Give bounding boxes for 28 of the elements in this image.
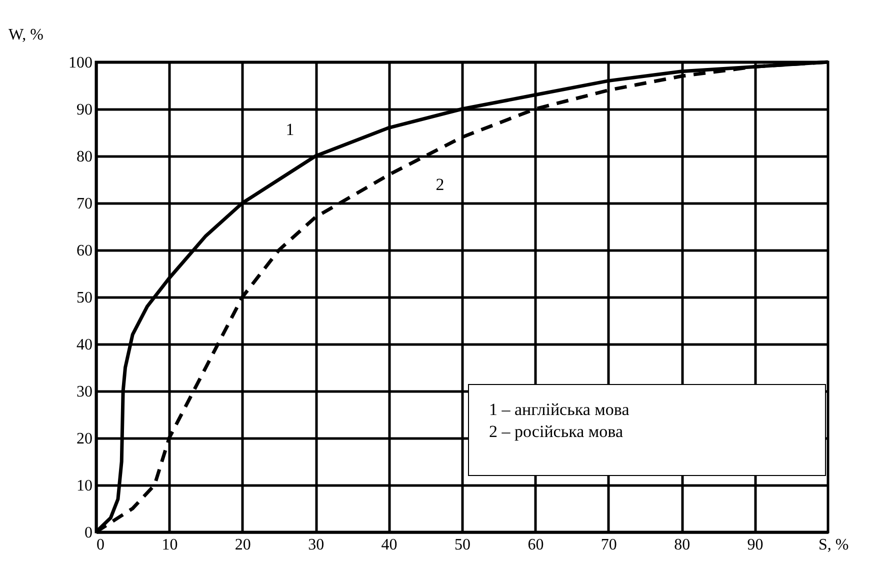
x-tick-label: 90 bbox=[747, 536, 764, 554]
y-tick-label: 90 bbox=[76, 102, 92, 118]
x-tick-label: 60 bbox=[528, 536, 544, 554]
annotation: 2 – російська мова bbox=[489, 421, 624, 443]
y-tick-label: 80 bbox=[76, 148, 92, 166]
x-axis-title: S, % bbox=[818, 536, 849, 554]
y-tick-label: 50 bbox=[76, 290, 92, 306]
x-tick-label: 80 bbox=[674, 536, 690, 554]
y-tick-label: 0 bbox=[84, 524, 92, 542]
y-tick-label: 30 bbox=[76, 384, 92, 400]
annotation: 2 bbox=[436, 175, 444, 194]
y-axis-title: W, % bbox=[8, 26, 44, 44]
y-tick-label: 40 bbox=[76, 336, 92, 354]
annotation: 1 – англійська мова bbox=[489, 399, 630, 421]
key-box: 1 – англійська мова 2 – російська мова bbox=[468, 384, 826, 476]
y-tick-label: 10 bbox=[76, 478, 92, 494]
x-tick-label: 70 bbox=[600, 536, 617, 554]
x-tick-label: 40 bbox=[381, 536, 398, 554]
y-tick-label: 20 bbox=[76, 430, 92, 448]
x-tick-label: 30 bbox=[308, 536, 324, 554]
y-tick-label: 60 bbox=[76, 242, 92, 260]
y-tick-label: 100 bbox=[68, 54, 92, 72]
y-tick-label: 70 bbox=[76, 196, 92, 212]
x-tick-label: 50 bbox=[454, 536, 470, 554]
x-tick-label: 10 bbox=[162, 536, 178, 554]
x-tick-label: 0 bbox=[96, 536, 104, 554]
x-tick-label: 20 bbox=[234, 536, 251, 554]
annotation: 1 bbox=[286, 120, 294, 139]
